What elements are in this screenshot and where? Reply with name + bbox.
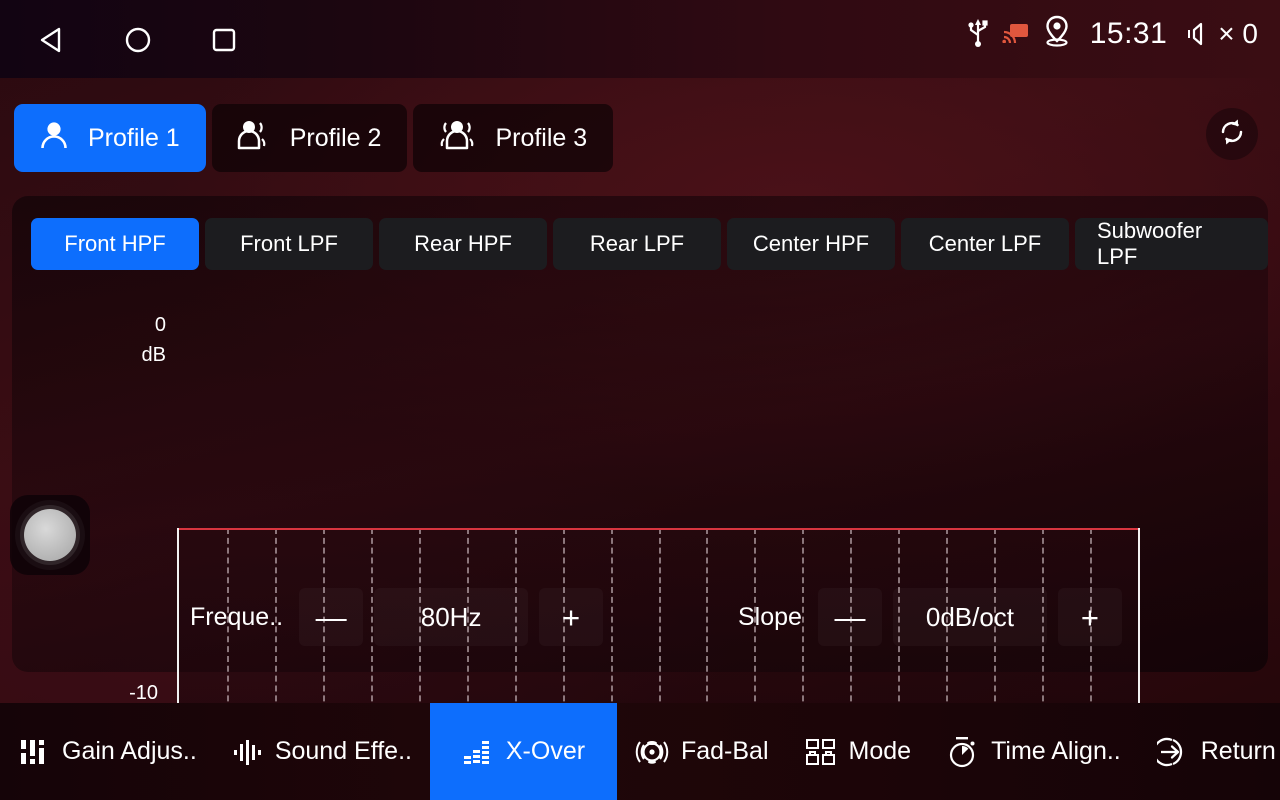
slope-decrement-button[interactable]: — <box>818 588 882 646</box>
grid-line <box>706 528 709 721</box>
nav-item-label: Mode <box>848 737 912 765</box>
reset-button[interactable] <box>1206 108 1258 160</box>
usb-icon <box>966 15 990 52</box>
three-people-icon <box>435 118 479 159</box>
y-axis-tick-top: 0 <box>154 314 166 336</box>
y-axis-unit-label: dB <box>141 344 166 366</box>
grid-line <box>610 528 613 721</box>
grid-line <box>322 528 325 721</box>
filter-tab-subwoofer-lpf[interactable]: Subwoofer LPF <box>1075 218 1268 270</box>
grid-line <box>466 528 469 721</box>
nav-item-x-over[interactable]: X-Over <box>429 703 617 800</box>
frequency-decrement-button[interactable]: — <box>299 588 363 646</box>
grid-line <box>226 528 229 721</box>
xover-panel: Front HPF Front LPF Rear HPF Rear LPF Ce… <box>12 196 1268 752</box>
profile-tab-label: Profile 1 <box>88 123 180 152</box>
nav-item-label: Fad-Bal <box>680 737 769 765</box>
grid-line <box>994 528 997 721</box>
profile-tabs: Profile 1 Profile 2 <box>14 104 614 172</box>
waveform-icon <box>233 736 263 768</box>
grid-line <box>370 528 373 721</box>
nav-item-label: Time Align.. <box>991 737 1121 765</box>
grid-line <box>562 528 565 721</box>
volume-indicator: × 0 <box>1185 18 1258 50</box>
grid-line <box>514 528 517 721</box>
grid-line <box>946 528 949 721</box>
speaker-waves-icon <box>635 735 669 769</box>
refresh-icon <box>1216 116 1248 153</box>
profile-tab-label: Profile 2 <box>289 123 382 152</box>
bottom-nav-bar: Gain Adjus.. Sound Effe.. <box>0 703 1280 800</box>
equalizer-icon <box>462 736 494 768</box>
nav-item-sound-effect[interactable]: Sound Effe.. <box>215 703 430 800</box>
grid-line <box>1090 528 1093 721</box>
android-nav-keys <box>30 18 246 62</box>
filter-tab-rear-hpf[interactable]: Rear HPF <box>379 218 547 270</box>
grid-mode-icon <box>805 737 837 767</box>
filter-tab-center-lpf[interactable]: Center LPF <box>901 218 1069 270</box>
grid-line <box>850 528 853 721</box>
home-icon[interactable] <box>116 18 160 62</box>
filter-tab-bar: Front HPF Front LPF Rear HPF Rear LPF Ce… <box>31 218 1268 270</box>
recents-icon[interactable] <box>202 18 246 62</box>
frequency-response-plot[interactable] <box>177 528 1140 723</box>
grid-line <box>658 528 661 721</box>
grid-line <box>898 528 901 721</box>
system-icons: 15:31 × 0 <box>966 14 1258 53</box>
back-icon[interactable] <box>30 18 74 62</box>
status-bar: 15:31 × 0 <box>0 0 1280 78</box>
nav-item-fad-bal[interactable]: Fad-Bal <box>617 703 787 800</box>
nav-item-label: Return <box>1200 737 1276 765</box>
floating-knob[interactable] <box>10 495 90 575</box>
response-curve <box>179 528 1138 530</box>
grid-line <box>418 528 421 721</box>
clock: 15:31 <box>1089 16 1168 50</box>
nav-item-label: Gain Adjus.. <box>62 737 197 765</box>
sliders-icon <box>18 736 50 768</box>
stopwatch-icon <box>947 735 979 769</box>
filter-tab-front-lpf[interactable]: Front LPF <box>205 218 373 270</box>
frequency-stepper: Freque.. — 80Hz + <box>190 588 603 646</box>
profile-tab-2[interactable]: Profile 2 <box>211 104 408 172</box>
nav-item-return[interactable]: Return <box>1139 703 1280 800</box>
nav-item-label: X-Over <box>505 737 586 765</box>
volume-value: × 0 <box>1218 17 1258 49</box>
profile-tab-1[interactable]: Profile 1 <box>14 104 206 172</box>
grid-line <box>1042 528 1045 721</box>
filter-tab-center-hpf[interactable]: Center HPF <box>727 218 895 270</box>
profile-tab-3[interactable]: Profile 3 <box>413 104 614 172</box>
return-arrow-icon <box>1156 736 1189 768</box>
cast-icon <box>1002 19 1030 48</box>
filter-tab-front-hpf[interactable]: Front HPF <box>31 218 199 270</box>
slope-label: Slope <box>738 602 802 631</box>
nav-item-label: Sound Effe.. <box>274 737 412 765</box>
y-axis-tick-bottom: -10 <box>129 682 158 704</box>
two-people-icon <box>234 118 274 159</box>
slope-stepper: Slope — 0dB/oct + <box>738 588 1122 646</box>
slope-value[interactable]: 0dB/oct <box>893 588 1047 646</box>
profile-tab-label: Profile 3 <box>495 123 588 152</box>
floating-knob-handle[interactable] <box>24 509 76 561</box>
frequency-increment-button[interactable]: + <box>539 588 603 646</box>
nav-item-mode[interactable]: Mode <box>787 703 930 800</box>
location-pin-icon <box>1042 14 1072 53</box>
frequency-value[interactable]: 80Hz <box>374 588 528 646</box>
volume-icon <box>1188 22 1203 45</box>
control-steppers: Freque.. — 80Hz + Slope — 0dB/oct + <box>12 588 1268 652</box>
nav-item-gain-adjust[interactable]: Gain Adjus.. <box>0 703 215 800</box>
filter-tab-rear-lpf[interactable]: Rear LPF <box>553 218 721 270</box>
frequency-label: Freque.. <box>190 602 284 631</box>
single-person-icon <box>36 118 72 159</box>
nav-item-time-align[interactable]: Time Align.. <box>929 703 1139 800</box>
grid-line <box>274 528 277 721</box>
grid-line <box>802 528 805 721</box>
slope-increment-button[interactable]: + <box>1058 588 1122 646</box>
grid-line <box>754 528 757 721</box>
